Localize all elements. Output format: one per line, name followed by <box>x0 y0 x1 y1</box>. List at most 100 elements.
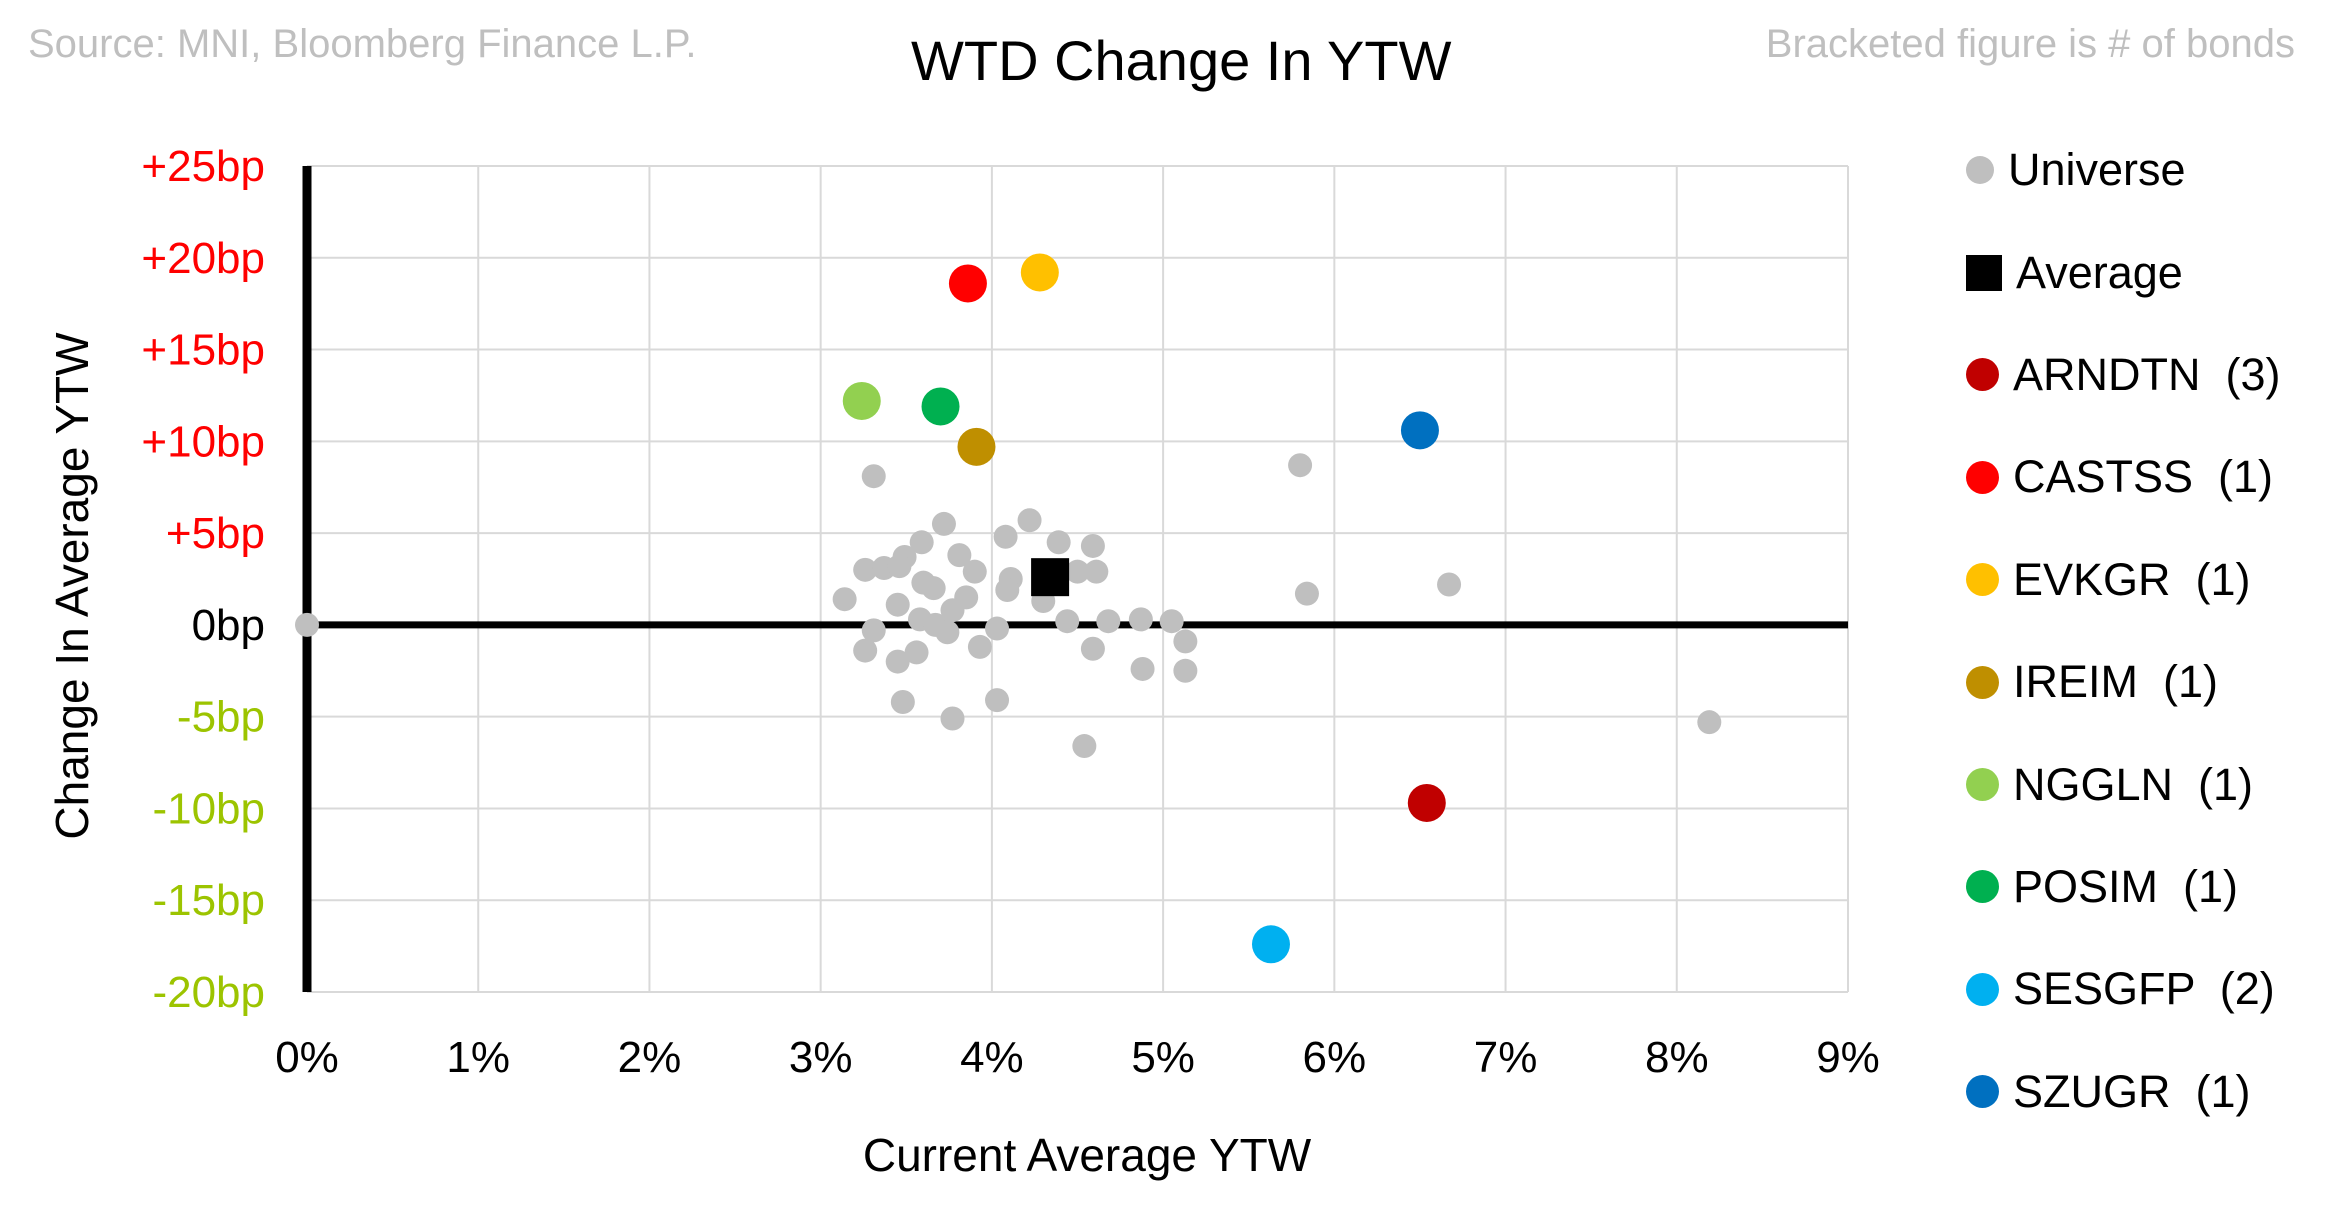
legend-label: CASTSS (1) <box>2013 451 2274 503</box>
legend-dot-marker-icon <box>1966 460 1999 494</box>
data-point-universe <box>985 616 1010 641</box>
source-note: Source: MNI, Bloomberg Finance L.P. <box>28 22 697 66</box>
data-point-universe <box>1080 636 1105 661</box>
legend-dot-marker-icon <box>1966 665 1999 699</box>
x-tick-label: 5% <box>1131 1033 1195 1082</box>
data-point-universe <box>1084 559 1109 584</box>
legend-item-nggln: NGGLN (1) <box>1966 733 2322 835</box>
legend-item-posim: POSIM (1) <box>1966 836 2322 938</box>
data-point-universe <box>909 530 934 555</box>
data-point-universe <box>1159 609 1184 634</box>
data-point-universe <box>940 706 965 731</box>
data-point-sesgfp-2 <box>1251 925 1290 964</box>
x-tick-label: 9% <box>1816 1033 1880 1082</box>
x-tick-label: 6% <box>1303 1033 1367 1082</box>
data-point-universe <box>1294 581 1319 606</box>
data-point-universe <box>885 649 910 674</box>
legend-label: EVKGR (1) <box>2013 553 2251 605</box>
data-point-posim-1 <box>921 387 960 426</box>
x-tick-label: 8% <box>1645 1033 1709 1082</box>
data-point-arndtn-3 <box>1407 783 1446 822</box>
data-point-universe <box>1065 559 1090 584</box>
data-point-universe <box>940 598 965 623</box>
x-tick-label: 0% <box>275 1033 339 1082</box>
data-point-universe <box>1096 609 1121 634</box>
legend-item-arndtn: ARNDTN (3) <box>1966 324 2322 426</box>
data-point-universe <box>904 640 929 665</box>
data-point-universe <box>1697 710 1722 735</box>
data-point-castss-1 <box>948 264 987 303</box>
legend-item-ireim: IREIM (1) <box>1966 631 2322 733</box>
legend-label: SZUGR (1) <box>2013 1065 2251 1117</box>
y-tick-label: 0bp <box>192 601 265 650</box>
data-point-universe <box>853 557 878 582</box>
data-point-universe <box>832 587 857 612</box>
y-tick-label: -20bp <box>152 968 265 1017</box>
data-point-universe <box>921 576 946 601</box>
x-tick-label: 4% <box>960 1033 1024 1082</box>
data-point-universe <box>962 559 987 584</box>
data-point-universe <box>885 592 910 617</box>
data-point-universe <box>887 554 912 579</box>
data-point-universe <box>890 689 915 714</box>
legend-square-marker-icon <box>1966 254 2002 291</box>
x-tick-label: 2% <box>618 1033 682 1082</box>
legend-item-average: Average <box>1966 221 2322 323</box>
x-tick-label: 1% <box>446 1033 510 1082</box>
y-tick-label: +25bp <box>141 142 265 191</box>
data-point-universe <box>1055 609 1080 634</box>
legend-dot-marker-icon <box>1966 768 1999 802</box>
legend-item-evkgr: EVKGR (1) <box>1966 529 2322 631</box>
legend-label: NGGLN (1) <box>2013 758 2254 810</box>
data-point-average <box>1031 558 1070 597</box>
y-tick-label: -10bp <box>152 784 265 833</box>
data-point-universe <box>1437 572 1462 597</box>
data-point-universe <box>935 620 960 645</box>
legend-dot-marker-icon <box>1966 1075 1999 1109</box>
data-point-universe <box>993 524 1018 549</box>
data-point-universe <box>1128 607 1153 632</box>
legend-dot-marker-icon <box>1966 870 1999 904</box>
data-point-ireim-1 <box>957 427 996 466</box>
data-point-universe <box>1080 533 1105 558</box>
legend-dot-marker-icon <box>1966 156 1994 185</box>
data-point-universe <box>295 612 319 637</box>
data-point-universe <box>931 511 956 536</box>
legend-item-castss: CASTSS (1) <box>1966 426 2322 528</box>
legend-label: IREIM (1) <box>2013 656 2219 708</box>
legend-item-szugr: SZUGR (1) <box>1966 1041 2322 1143</box>
x-tick-label: 7% <box>1474 1033 1538 1082</box>
data-point-universe <box>853 638 878 663</box>
legend-item-universe: Universe <box>1966 119 2322 221</box>
data-point-universe <box>1072 734 1097 759</box>
legend-item-sesgfp: SESGFP (2) <box>1966 938 2322 1040</box>
y-tick-label: +15bp <box>141 326 265 375</box>
x-axis-title: Current Average YTW <box>862 1129 1312 1181</box>
data-point-universe <box>1173 629 1198 654</box>
data-point-universe <box>947 543 972 568</box>
x-tick-label: 3% <box>789 1033 853 1082</box>
y-tick-label: +5bp <box>166 509 265 558</box>
y-tick-label: -15bp <box>152 876 265 925</box>
data-point-universe <box>1130 656 1155 681</box>
data-point-universe <box>1046 530 1071 555</box>
data-point-universe <box>861 618 886 643</box>
y-tick-label: +20bp <box>141 234 265 283</box>
data-point-nggln-1 <box>842 381 881 420</box>
data-point-universe <box>1017 508 1042 533</box>
data-point-universe <box>967 634 992 659</box>
legend-dot-marker-icon <box>1966 358 1999 392</box>
chart-title: WTD Change In YTW <box>911 29 1452 92</box>
legend-label: Universe <box>2008 144 2186 196</box>
data-point-universe <box>995 578 1020 603</box>
legend-label: Average <box>2016 246 2183 298</box>
legend: Universe Average ARNDTN (3) CASTSS (1) EVKGR… <box>1966 119 2322 1143</box>
data-point-szugr-1 <box>1400 411 1439 450</box>
legend-dot-marker-icon <box>1966 972 1999 1006</box>
legend-label: ARNDTN (3) <box>2013 348 2281 400</box>
legend-label: SESGFP (2) <box>2013 963 2275 1015</box>
data-point-universe <box>985 688 1010 713</box>
legend-dot-marker-icon <box>1966 563 1999 597</box>
y-axis-title: Change In Average YTW <box>46 332 98 840</box>
